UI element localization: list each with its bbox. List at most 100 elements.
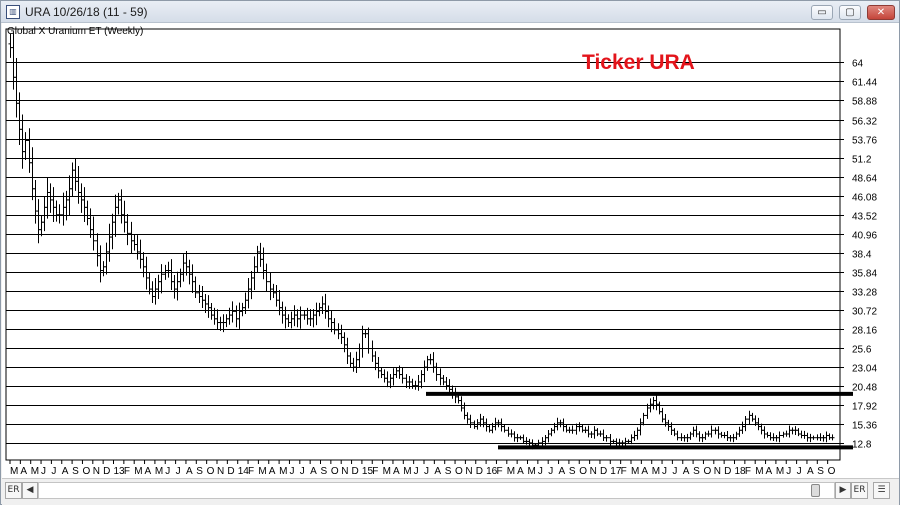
horizontal-scrollbar[interactable]: ER ◀ ▶ ER ☰ [2,478,899,505]
y-tick-label: 46.08 [852,193,877,204]
price-chart: 12.8 15.36 17.92 20.48 23.04 25.6 28.16 30.72 33… [5,26,877,477]
x-tick-label: N [93,466,100,477]
menu-icon[interactable]: ☰ [873,482,890,499]
x-tick-label: F [372,466,378,477]
x-tick-label: O [579,466,587,477]
y-tick-label: 20.48 [852,383,877,394]
x-tick-label: M [528,466,536,477]
y-tick-label: 56.32 [852,117,877,128]
x-tick-label: F [124,466,130,477]
x-tick-label: S [72,466,79,477]
x-tick-label: 15 [362,466,374,477]
x-tick-label: 16 [486,466,498,477]
x-tick-label: A [683,466,690,477]
y-tick-label: 15.36 [852,421,877,432]
maximize-button[interactable]: ▢ [839,5,861,20]
trend-lines [426,391,853,450]
x-tick-label: N [590,466,597,477]
scroll-right-arrow-icon[interactable]: ▶ [835,482,851,499]
x-tick-label: D [600,466,607,477]
x-tick-label: D [103,466,110,477]
x-tick-label: M [507,466,515,477]
x-tick-label: M [134,466,142,477]
x-tick-label: O [207,466,215,477]
x-tick-label: A [434,466,441,477]
x-tick-label: M [652,466,660,477]
x-tick-label: F [745,466,751,477]
scroll-track[interactable] [38,482,835,499]
x-tick-label: M [755,466,763,477]
x-tick-label: J [538,466,543,477]
chart-area: 12.8 15.36 17.92 20.48 23.04 25.6 28.16 30.72 33… [2,23,899,478]
y-tick-label: 48.64 [852,174,877,185]
x-tick-label: A [186,466,193,477]
x-tick-label: F [621,466,627,477]
x-tick-label: M [776,466,784,477]
y-tick-label: 53.76 [852,136,877,147]
x-tick-label: S [693,466,700,477]
x-tick-label: M [631,466,639,477]
scroll-left-arrow-icon[interactable]: ◀ [22,482,38,499]
y-tick-label: 35.84 [852,269,877,280]
x-tick-label: D [476,466,483,477]
y-tick-label: 43.52 [852,212,877,223]
x-tick-label: J [662,466,667,477]
x-tick-label: J [548,466,553,477]
x-tick-label: A [145,466,152,477]
x-tick-label: J [165,466,170,477]
x-tick-label: J [51,466,56,477]
x-tick-label: N [217,466,224,477]
y-tick-label: 12.8 [852,440,872,451]
title-bar[interactable]: ▥ URA 10/26/18 (11 - 59) ▭ ▢ ✕ [1,1,899,23]
x-tick-label: 17 [610,466,622,477]
x-tick-label: A [807,466,814,477]
y-tick-label: 17.92 [852,402,877,413]
x-tick-label: O [703,466,711,477]
x-tick-label: F [248,466,254,477]
y-tick-label: 58.88 [852,97,877,108]
x-tick-label: O [455,466,463,477]
x-tick-label: J [176,466,181,477]
scroll-left-label[interactable]: ER [5,482,22,499]
x-tick-label: J [289,466,294,477]
x-tick-label: J [300,466,305,477]
grid-lines [5,28,841,461]
x-tick-label: A [269,466,276,477]
y-tick-label: 23.04 [852,364,877,375]
x-tick-label: 18 [735,466,747,477]
y-tick-label: 25.6 [852,345,872,356]
x-tick-label: J [414,466,419,477]
x-tick-label: 14 [238,466,250,477]
close-button[interactable]: ✕ [867,5,895,20]
x-tick-label: O [828,466,836,477]
x-tick-label: A [62,466,69,477]
x-tick-label: N [465,466,472,477]
x-tick-label: S [196,466,203,477]
x-tick-label: D [352,466,359,477]
x-tick-label: J [672,466,677,477]
x-tick-label: J [786,466,791,477]
x-axis: M A M J J A S O N D 13 F M A M J J A S O N D 14 F M A M J J A S O N D 15 F M… [9,460,836,477]
scroll-thumb[interactable] [811,484,820,497]
x-tick-label: S [569,466,576,477]
x-tick-label: A [641,466,648,477]
chart-title: Global X Uranium ET (Weekly) [7,26,143,37]
y-tick-label: 61.44 [852,78,877,89]
window-title: URA 10/26/18 (11 - 59) [25,5,148,19]
x-tick-label: A [766,466,773,477]
x-tick-label: A [393,466,400,477]
chart-app-icon[interactable]: ▥ [6,5,20,19]
scroll-right-label[interactable]: ER [851,482,868,499]
x-tick-label: D [724,466,731,477]
x-tick-label: J [424,466,429,477]
x-tick-label: A [20,466,27,477]
y-axis: 12.8 15.36 17.92 20.48 23.04 25.6 28.16 30.72 33… [840,59,877,451]
x-tick-label: F [496,466,502,477]
x-tick-label: M [403,466,411,477]
x-tick-label: S [445,466,452,477]
y-tick-label: 51.2 [852,155,872,166]
x-tick-label: M [279,466,287,477]
minimize-button[interactable]: ▭ [811,5,833,20]
x-tick-label: A [310,466,317,477]
x-tick-label: M [258,466,266,477]
